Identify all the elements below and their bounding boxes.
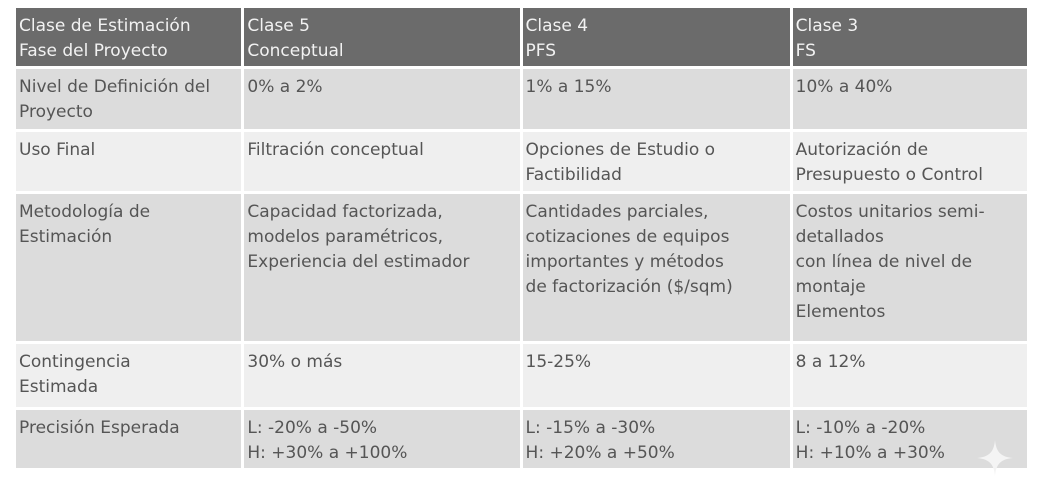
cell-line: 8 a 12%: [795, 352, 866, 372]
cell-line: Costos unitarios semi-: [795, 202, 985, 222]
cell-line: Estimación: [19, 227, 113, 247]
cell-line: montaje: [795, 277, 866, 297]
cell-line: importantes y métodos: [525, 252, 724, 272]
table-cell: L: -10% a -20% H: +10% a +30%: [792, 410, 1027, 471]
cell-line: Clase 3: [795, 16, 859, 36]
cell-line: L: -15% a -30%: [525, 418, 656, 438]
cell-line: H: +30% a +100%: [247, 443, 408, 463]
cell-line: 15-25%: [525, 352, 592, 372]
cell-line: L: -20% a -50%: [247, 418, 378, 438]
cell-line: Nivel de Definición del: [19, 77, 211, 97]
table-cell: 15-25%: [522, 344, 790, 410]
sparkle-icon: [977, 440, 1013, 476]
cell-line: Clase de Estimación: [19, 16, 191, 36]
cell-line: Clase 5: [247, 16, 310, 36]
cell-line: Precisión Esperada: [19, 418, 180, 438]
cell-line: modelos paramétricos,: [247, 227, 444, 247]
table-cell: Filtración conceptual: [244, 132, 520, 194]
row-label: Contingencia Estimada: [16, 344, 242, 410]
header-row: Clase de Estimación Fase del Proyecto Clas…: [16, 8, 1027, 69]
table-cell: Costos unitarios semi-detallados con líne…: [792, 194, 1027, 344]
estimate-class-table: Clase de Estimación Fase del Proyecto Clas…: [13, 8, 1030, 471]
row-label: Uso Final: [16, 132, 242, 194]
cell-line: Autorización de: [795, 140, 929, 160]
cell-line: Proyecto: [19, 102, 93, 122]
cell-line: FS: [795, 41, 816, 61]
cell-line: Clase 4: [525, 16, 589, 36]
cell-line: Opciones de Estudio o: [525, 140, 716, 160]
header-cell: Clase 5 Conceptual: [244, 8, 520, 69]
cell-line: Uso Final: [19, 140, 96, 160]
cell-line: Fase del Proyecto: [19, 41, 168, 61]
cell-line: Conceptual: [247, 41, 344, 61]
table-cell: Capacidad factorizada, modelos paramétric…: [244, 194, 520, 344]
table-cell: Autorización de Presupuesto o Control: [792, 132, 1027, 194]
cell-line: de factorización ($/sqm): [525, 277, 733, 297]
cell-line: 30% o más: [247, 352, 343, 372]
row-label: Nivel de Definición del Proyecto: [16, 69, 242, 132]
table-row: Nivel de Definición del Proyecto 0% a 2% 1%…: [16, 69, 1027, 132]
table-cell: 0% a 2%: [244, 69, 520, 132]
cell-line: con línea de nivel de: [795, 252, 973, 272]
cell-line: Factibilidad: [525, 165, 622, 185]
table-row: Contingencia Estimada 30% o más 15-25% 8 a 1…: [16, 344, 1027, 410]
cell-line: 1% a 15%: [525, 77, 612, 97]
table-cell: L: -15% a -30% H: +20% a +50%: [522, 410, 790, 471]
cell-line: Cantidades parciales,: [525, 202, 709, 222]
table-cell: 10% a 40%: [792, 69, 1027, 132]
cell-line: cotizaciones de equipos: [525, 227, 730, 247]
table-row: Precisión Esperada L: -20% a -50% H: +30% …: [16, 410, 1027, 471]
header-cell: Clase 3 FS: [792, 8, 1027, 69]
cell-line: 0% a 2%: [247, 77, 323, 97]
table-row: Metodología de Estimación Capacidad factor…: [16, 194, 1027, 344]
cell-line: H: +20% a +50%: [525, 443, 675, 463]
table-cell: Opciones de Estudio o Factibilidad: [522, 132, 790, 194]
cell-line: Contingencia: [19, 352, 131, 372]
table-cell: Cantidades parciales, cotizaciones de equ…: [522, 194, 790, 344]
cell-line: Filtración conceptual: [247, 140, 424, 160]
header-cell: Clase de Estimación Fase del Proyecto: [16, 8, 242, 69]
cell-line: Presupuesto o Control: [795, 165, 983, 185]
table-row: Uso Final Filtración conceptual Opciones d…: [16, 132, 1027, 194]
cell-line: L: -10% a -20%: [795, 418, 926, 438]
cell-line: Experiencia del estimador: [247, 252, 470, 272]
table-cell: 1% a 15%: [522, 69, 790, 132]
header-cell: Clase 4 PFS: [522, 8, 790, 69]
cell-line: H: +10% a +30%: [795, 443, 945, 463]
cell-line: Elementos: [795, 302, 886, 322]
row-label: Precisión Esperada: [16, 410, 242, 471]
cell-line: detallados: [795, 227, 884, 247]
table-cell: L: -20% a -50% H: +30% a +100%: [244, 410, 520, 471]
cell-line: Metodología de: [19, 202, 151, 222]
table-cell: 8 a 12%: [792, 344, 1027, 410]
table-cell: 30% o más: [244, 344, 520, 410]
cell-line: Estimada: [19, 377, 99, 397]
cell-line: Capacidad factorizada,: [247, 202, 443, 222]
row-label: Metodología de Estimación: [16, 194, 242, 344]
cell-line: 10% a 40%: [795, 77, 893, 97]
cell-line: PFS: [525, 41, 557, 61]
